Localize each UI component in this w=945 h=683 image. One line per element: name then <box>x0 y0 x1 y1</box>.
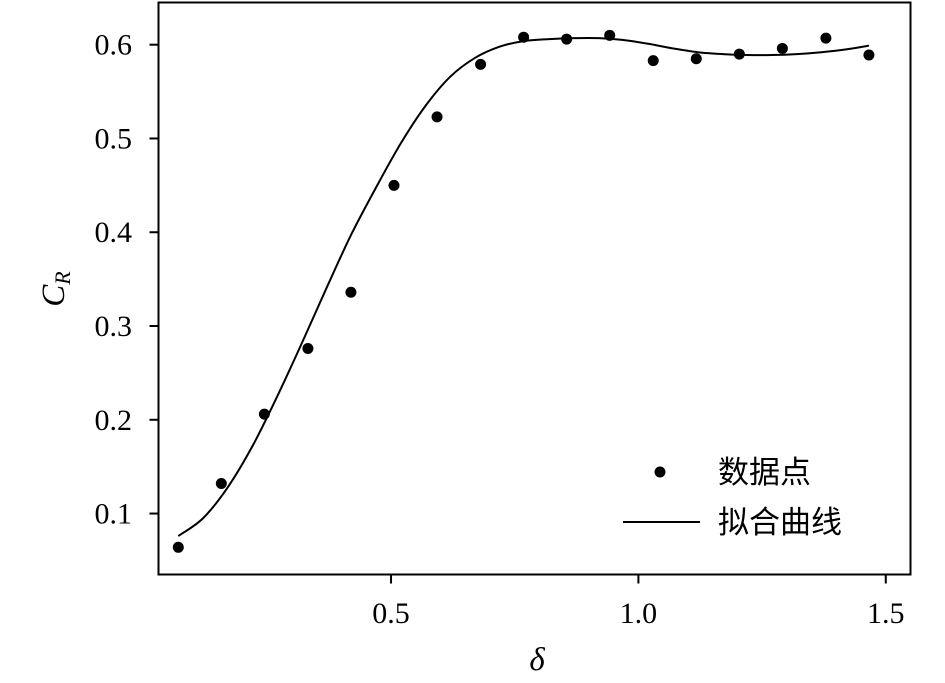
x-axis-title: δ <box>529 642 545 678</box>
x-tick-label: 1.5 <box>867 597 905 630</box>
y-axis-title: CR <box>36 271 75 307</box>
data-point <box>475 58 487 70</box>
legend: 数据点 拟合曲线 <box>623 455 842 541</box>
data-point <box>733 48 745 60</box>
data-point <box>258 408 270 420</box>
x-tick-label: 0.5 <box>372 597 410 630</box>
data-point <box>345 286 357 298</box>
legend-label-points: 数据点 <box>718 455 811 491</box>
data-point <box>690 53 702 65</box>
data-point <box>820 32 832 44</box>
legend-label-line: 拟合曲线 <box>718 505 842 541</box>
y-tick-label: 0.2 <box>95 404 133 437</box>
y-tick-label: 0.1 <box>95 498 133 531</box>
y-tick-label: 0.3 <box>95 310 133 343</box>
y-tick-label: 0.6 <box>95 29 133 62</box>
series-points <box>172 29 875 553</box>
data-point <box>431 111 443 123</box>
data-point <box>561 33 573 45</box>
legend-marker-points <box>654 466 666 478</box>
data-point <box>776 42 788 54</box>
data-point <box>518 31 530 43</box>
y-axis-title-sub: R <box>50 271 75 286</box>
plot-frame <box>157 1 912 576</box>
svg-text:CR: CR <box>36 271 75 307</box>
data-point <box>604 29 616 41</box>
data-point <box>302 343 314 355</box>
data-point <box>388 179 400 191</box>
data-point <box>215 478 227 490</box>
tick-labels: 0.5 1.0 1.5 0.1 0.2 0.3 0.4 0.5 0.6 <box>95 29 905 630</box>
data-point <box>647 55 659 67</box>
y-axis-title-main: C <box>36 284 72 307</box>
ticks <box>149 43 887 584</box>
data-point <box>172 541 184 553</box>
y-tick-label: 0.4 <box>95 216 133 249</box>
y-tick-label: 0.5 <box>95 122 133 155</box>
data-point <box>863 49 875 61</box>
x-tick-label: 1.0 <box>620 597 658 630</box>
